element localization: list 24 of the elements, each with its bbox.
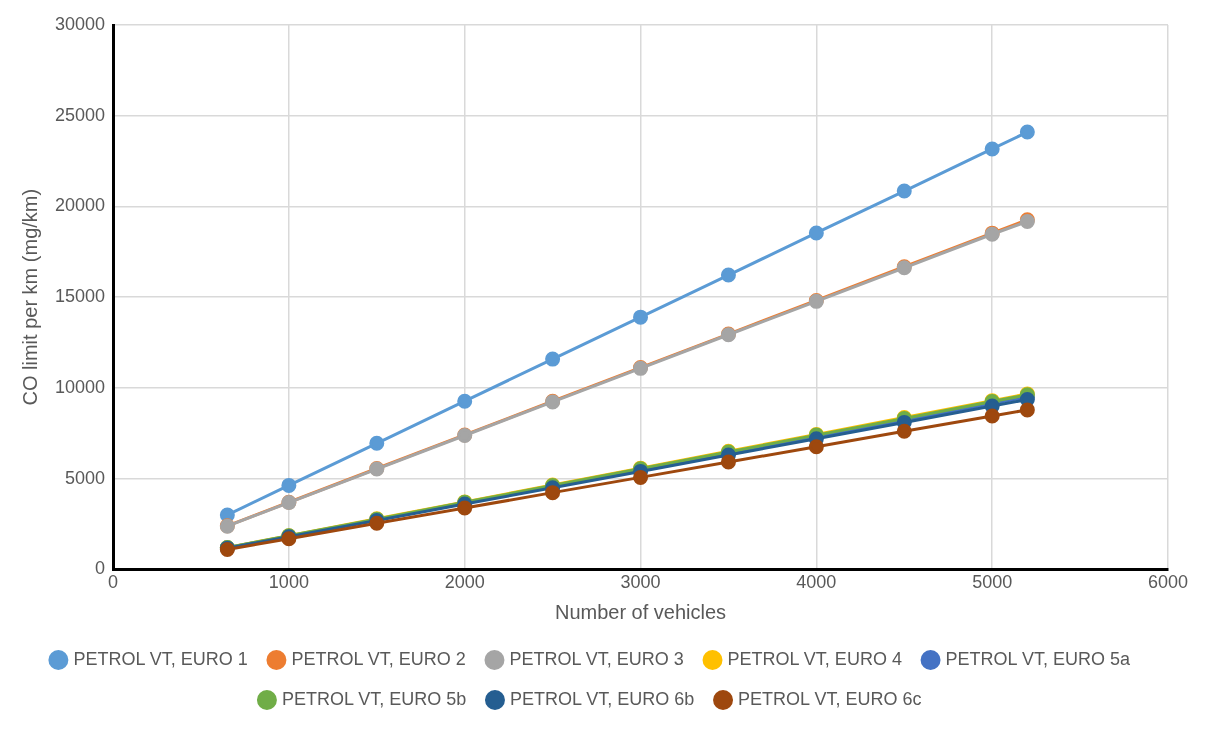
x-axis-title: Number of vehicles <box>554 600 727 623</box>
x-tick-label: 3000 <box>620 572 661 593</box>
y-tick-label: 0 <box>95 558 106 579</box>
y-tick-label: 5000 <box>65 467 106 488</box>
legend-label: PETROL VT, EURO 4 <box>727 648 902 669</box>
x-tick-label: 2000 <box>444 572 485 593</box>
y-tick-label: 15000 <box>54 286 106 307</box>
x-tick-label: 1000 <box>268 572 309 593</box>
legend-label: PETROL VT, EURO 5a <box>945 648 1131 669</box>
y-tick-label: 20000 <box>54 195 106 216</box>
y-axis-title: CO limit per km (mg/km) <box>18 188 41 406</box>
legend-label: PETROL VT, EURO 1 <box>73 648 248 669</box>
y-tick-label: 30000 <box>54 13 106 34</box>
y-tick-label: 25000 <box>54 104 106 125</box>
y-tick-label: 10000 <box>54 376 106 397</box>
x-tick-label: 6000 <box>1147 572 1189 593</box>
legend-label: PETROL VT, EURO 3 <box>509 648 684 669</box>
legend-label: PETROL VT, EURO 6b <box>509 688 695 709</box>
legend-label: PETROL VT, EURO 5b <box>281 688 467 709</box>
legend-label: PETROL VT, EURO 2 <box>291 648 466 669</box>
x-tick-label: 5000 <box>972 572 1013 593</box>
x-tick-label: 4000 <box>796 572 837 593</box>
x-tick-label: 0 <box>108 572 119 593</box>
legend-label: PETROL VT, EURO 6c <box>738 688 922 709</box>
